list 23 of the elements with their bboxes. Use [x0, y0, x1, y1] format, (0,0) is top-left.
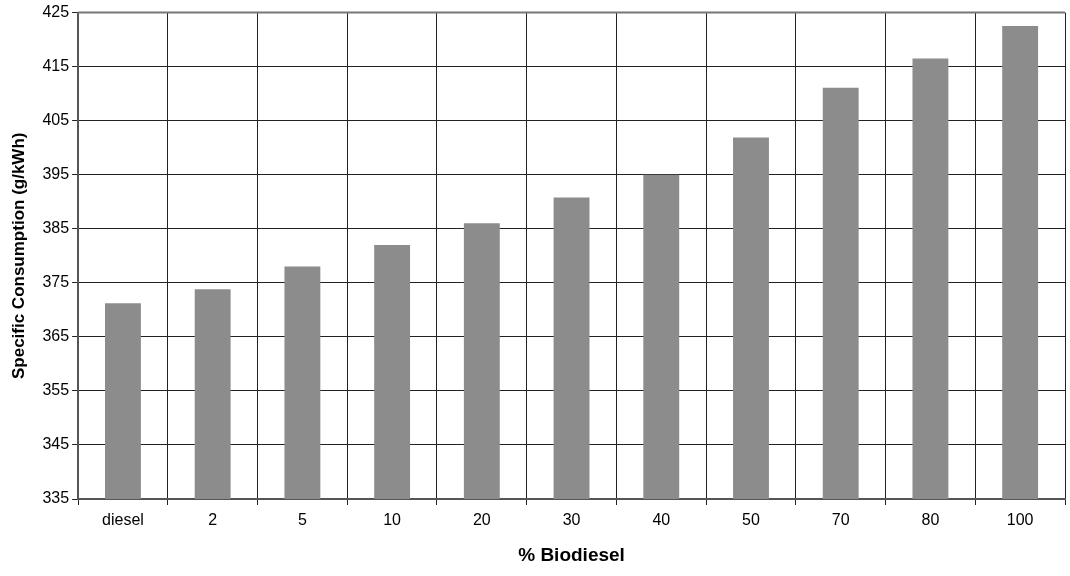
x-tick-label: 10 — [383, 511, 402, 529]
y-tick-label: 365 — [42, 327, 70, 345]
y-tick-label: 405 — [42, 111, 70, 129]
y-axis-title: Specific Consumption (g/kWh) — [8, 132, 28, 380]
x-tick-label: 30 — [562, 511, 581, 529]
x-tick-label: 20 — [472, 511, 491, 529]
x-tick-label: 2 — [208, 511, 218, 529]
y-tick-label: 335 — [42, 489, 70, 507]
y-tick-label: 385 — [42, 219, 70, 237]
x-tick-label: 80 — [921, 511, 940, 529]
x-tick-label: 70 — [831, 511, 850, 529]
y-tick-label: 355 — [42, 381, 70, 399]
x-axis-title: % Biodiesel — [518, 543, 625, 565]
x-tick-label: 100 — [1006, 511, 1034, 529]
y-tick-label: 395 — [42, 165, 70, 183]
y-tick-label: 375 — [42, 273, 70, 291]
y-tick-label: 425 — [42, 3, 70, 21]
x-tick-label: 5 — [297, 511, 307, 529]
x-tick-label: 50 — [742, 511, 760, 529]
x-tick-label: diesel — [102, 511, 144, 529]
y-tick-label: 345 — [42, 435, 70, 453]
x-tick-label: 40 — [652, 511, 671, 529]
y-tick-label: 415 — [42, 57, 70, 75]
